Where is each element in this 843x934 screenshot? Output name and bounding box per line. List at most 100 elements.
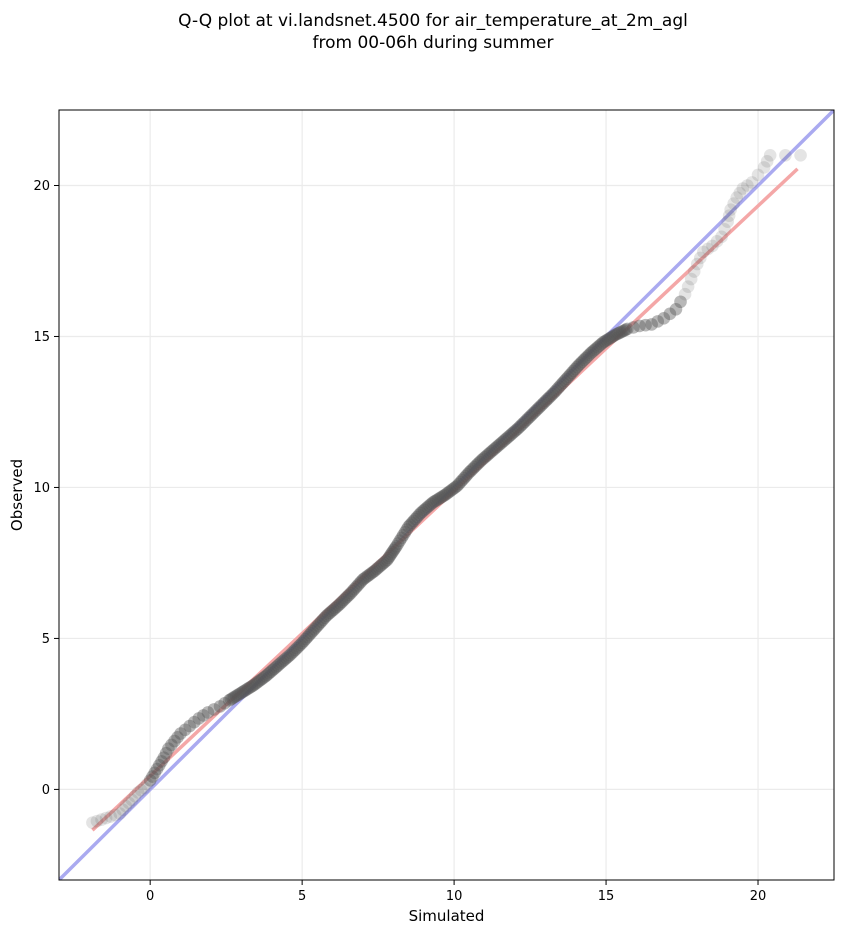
data-point <box>553 380 566 393</box>
data-point <box>779 148 792 162</box>
data-point <box>372 561 385 574</box>
data-point <box>478 450 492 464</box>
chart-title: Q-Q plot at vi.landsnet.4500 for air_tem… <box>178 11 688 53</box>
data-point <box>247 678 260 692</box>
data-point <box>532 401 546 415</box>
data-point <box>594 337 608 351</box>
data-point <box>337 593 351 607</box>
data-point <box>207 703 221 716</box>
data-point <box>684 272 698 286</box>
data-point <box>259 669 272 683</box>
data-point <box>174 727 187 740</box>
data-point <box>487 443 500 457</box>
data-point <box>501 431 514 444</box>
data-point <box>489 441 502 455</box>
data-point <box>342 588 356 602</box>
data-point <box>390 540 403 553</box>
data-point <box>356 573 370 586</box>
data-point <box>678 287 692 301</box>
data-point <box>320 609 333 623</box>
data-point <box>328 601 342 615</box>
data-point <box>297 634 311 648</box>
data-point <box>542 391 556 404</box>
data-point <box>269 660 283 674</box>
data-point <box>178 723 192 737</box>
data-point <box>254 673 267 687</box>
data-point <box>307 623 321 636</box>
data-point <box>365 566 378 580</box>
data-point <box>165 738 178 752</box>
data-point <box>335 595 349 609</box>
data-point <box>409 512 422 526</box>
data-point <box>466 462 480 476</box>
data-point <box>304 626 318 640</box>
data-point <box>218 697 231 710</box>
data-point <box>398 526 412 539</box>
data-point <box>710 235 724 248</box>
data-point <box>340 590 354 603</box>
data-point <box>229 689 243 703</box>
data-point <box>619 323 632 337</box>
data-point <box>119 799 133 813</box>
data-point <box>423 499 436 512</box>
data-point <box>252 675 266 688</box>
data-point <box>276 654 290 668</box>
data-point <box>421 500 434 514</box>
y-axis-label: Observed <box>8 459 26 531</box>
data-point <box>687 265 701 278</box>
data-point <box>353 577 366 590</box>
data-point <box>155 755 168 768</box>
x-tick-label: 15 <box>598 889 615 904</box>
data-point <box>449 480 462 494</box>
data-point <box>603 331 617 345</box>
identity-line <box>59 110 834 880</box>
data-point <box>382 551 395 565</box>
data-point <box>584 346 598 360</box>
data-point <box>146 770 159 783</box>
data-point <box>490 440 504 453</box>
data-point <box>509 423 523 437</box>
data-point <box>280 651 293 665</box>
data-point <box>502 429 516 443</box>
data-point <box>187 715 201 729</box>
fit-line <box>91 167 799 832</box>
data-point <box>306 625 319 638</box>
data-point <box>447 482 460 495</box>
data-point <box>287 645 300 658</box>
data-point <box>485 444 499 458</box>
data-point <box>605 330 619 344</box>
data-point <box>316 613 330 626</box>
data-point <box>318 611 332 625</box>
data-point <box>733 186 747 200</box>
data-point <box>396 528 410 542</box>
data-point <box>248 677 262 691</box>
data-point <box>681 280 695 293</box>
data-point <box>334 597 347 610</box>
data-point <box>222 694 236 707</box>
plot-area-frame <box>58 109 835 881</box>
data-point <box>456 473 469 487</box>
data-point <box>544 389 558 403</box>
data-point <box>108 808 122 822</box>
data-point <box>159 746 173 760</box>
data-point <box>236 685 250 699</box>
data-point <box>669 302 683 316</box>
data-point <box>264 665 278 678</box>
data-point <box>379 555 392 568</box>
data-point <box>551 382 565 395</box>
data-point <box>577 353 591 367</box>
data-point <box>131 786 145 799</box>
data-point <box>452 477 466 491</box>
data-point <box>231 688 245 702</box>
data-point <box>504 428 518 441</box>
data-point <box>745 176 759 189</box>
data-point <box>469 459 483 472</box>
data-point <box>568 362 582 376</box>
data-point <box>386 545 399 559</box>
data-point <box>693 251 707 265</box>
data-point <box>497 434 511 447</box>
data-point <box>614 326 627 339</box>
axis-ticks: 0 5 10 15 20 0 5 10 15 20 <box>33 179 766 904</box>
data-point <box>639 318 652 332</box>
data-point <box>436 489 450 503</box>
